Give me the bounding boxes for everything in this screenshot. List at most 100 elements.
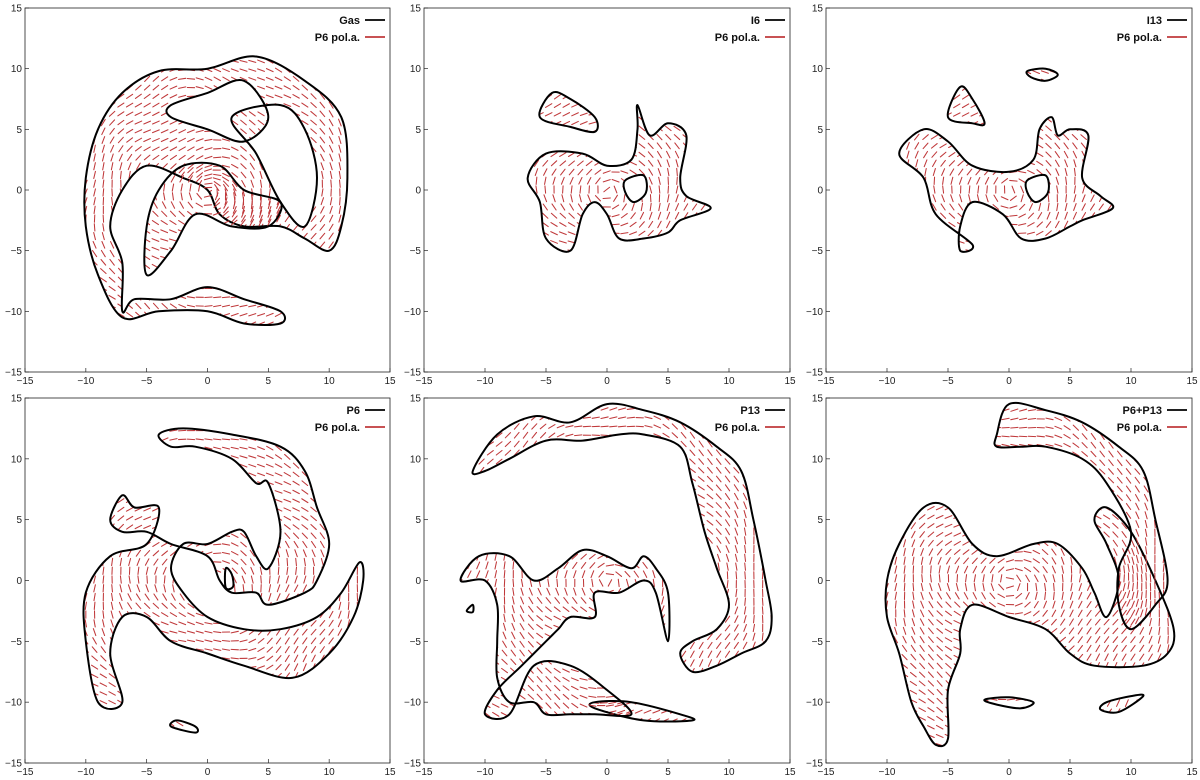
pol-vector [303, 575, 307, 584]
pol-vector [328, 619, 334, 627]
pol-vector [647, 142, 654, 150]
pol-vector [716, 545, 722, 553]
x-tick-label: −15 [17, 767, 34, 778]
pol-vector [630, 212, 636, 220]
pol-vector [100, 249, 106, 258]
pol-vector [153, 558, 159, 566]
pol-vector [233, 188, 237, 197]
pol-vector [170, 201, 176, 209]
pol-vector [248, 446, 257, 450]
pol-vector [301, 524, 309, 530]
pol-vector [230, 313, 239, 317]
pol-vector [1090, 194, 1095, 203]
pol-vector [1000, 205, 1009, 209]
pol-vector [689, 641, 695, 650]
pol-vector [178, 304, 187, 308]
pol-vector [1055, 168, 1060, 176]
pol-vector [169, 438, 178, 441]
pol-vector [152, 602, 160, 609]
pol-vector [959, 194, 963, 203]
pol-vector [109, 136, 115, 144]
pol-vector [675, 159, 679, 168]
x-tick-label: 15 [784, 376, 796, 387]
pol-vector [100, 646, 107, 654]
pol-vector [250, 171, 255, 179]
pol-vector [117, 523, 124, 531]
pol-vector [127, 593, 132, 601]
pol-vector [629, 161, 637, 166]
legend-label: P6 pol.a. [715, 422, 760, 434]
pol-vector [338, 127, 342, 136]
pol-vector [178, 94, 187, 98]
pol-vector [249, 162, 255, 170]
pol-vector [968, 185, 971, 194]
pol-vector [690, 659, 695, 667]
x-tick-label: −5 [540, 376, 552, 387]
pol-vector [204, 138, 213, 142]
pol-vector [250, 200, 253, 210]
pol-vector [586, 177, 592, 185]
pol-vector [151, 229, 160, 234]
pol-vector [724, 501, 731, 509]
pol-vector [1064, 167, 1068, 177]
pol-vector [617, 709, 626, 714]
pol-vector [240, 163, 247, 170]
pol-vector [338, 610, 342, 619]
pol-vector [647, 151, 654, 158]
x-tick-label: −15 [416, 376, 433, 387]
pol-vector [600, 407, 609, 411]
density-contour [946, 85, 986, 127]
pol-vector [1045, 142, 1052, 149]
pol-vector [310, 506, 317, 513]
pol-vector [707, 641, 713, 650]
pol-vector [1001, 178, 1009, 184]
pol-vector [734, 545, 738, 554]
pol-vector [1073, 185, 1076, 194]
pol-vector [240, 532, 247, 539]
x-tick-label: 5 [665, 376, 671, 387]
pol-vector [134, 146, 142, 152]
pol-vector [266, 655, 274, 662]
pol-vector [169, 120, 178, 125]
pol-vector [733, 467, 740, 474]
pol-vector [204, 551, 213, 555]
y-tick-label: 5 [16, 515, 22, 526]
pol-vector [744, 562, 747, 571]
pol-vector [239, 639, 248, 643]
x-tick-label: −10 [879, 767, 896, 778]
pol-vector [338, 144, 342, 153]
pol-vector [136, 558, 141, 566]
x-tick-label: 10 [1125, 767, 1137, 778]
pol-vector [93, 197, 96, 206]
pol-vector [127, 162, 132, 171]
pol-vector [117, 506, 125, 513]
pol-vector [567, 222, 576, 227]
pol-vector [108, 673, 116, 679]
pol-vector [743, 527, 747, 536]
pol-vector [734, 492, 739, 501]
pol-vector [338, 205, 342, 215]
pol-vector [293, 645, 299, 654]
pol-vector [903, 582, 906, 592]
pol-vector [172, 584, 175, 593]
pol-vector [698, 449, 704, 457]
pol-vector [1080, 134, 1087, 140]
pol-vector [248, 68, 257, 72]
pol-vector [204, 76, 213, 81]
pol-vector [542, 203, 548, 211]
y-tick-label: 10 [812, 64, 824, 75]
pol-vector [656, 142, 663, 150]
pol-vector [143, 146, 151, 152]
pol-vector [556, 578, 559, 588]
pol-vector [169, 154, 177, 161]
pol-vector [143, 120, 152, 125]
pol-vector [620, 232, 629, 235]
pol-vector [329, 170, 333, 180]
pol-vector [950, 194, 954, 203]
pol-vector [649, 185, 653, 194]
pol-vector [204, 639, 213, 643]
pol-vector [283, 515, 292, 521]
pol-vector [153, 201, 158, 209]
pol-vector [204, 85, 213, 90]
pol-vector [743, 615, 747, 624]
